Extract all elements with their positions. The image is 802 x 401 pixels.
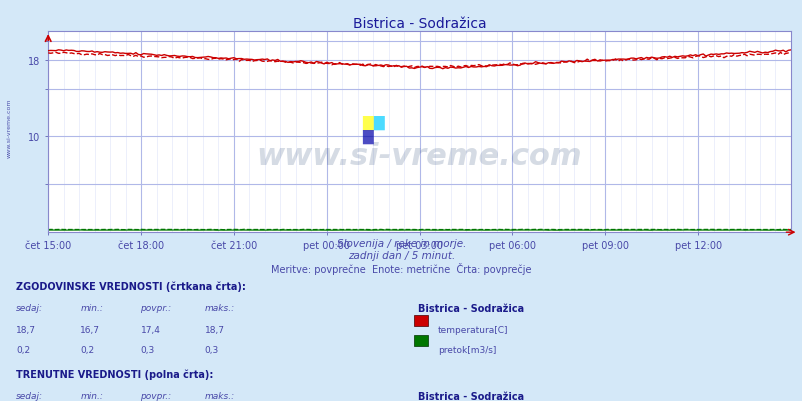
Text: 16,7: 16,7 bbox=[80, 325, 100, 334]
Text: zadnji dan / 5 minut.: zadnji dan / 5 minut. bbox=[347, 251, 455, 261]
Text: █: █ bbox=[362, 115, 372, 130]
Text: povpr.:: povpr.: bbox=[140, 303, 172, 312]
Text: maks.:: maks.: bbox=[205, 303, 235, 312]
Text: Bistrica - Sodražica: Bistrica - Sodražica bbox=[417, 303, 523, 313]
Text: 18,7: 18,7 bbox=[16, 325, 36, 334]
Text: Slovenija / reke in morje.: Slovenija / reke in morje. bbox=[336, 239, 466, 249]
Text: 0,2: 0,2 bbox=[16, 345, 30, 354]
Text: 0,2: 0,2 bbox=[80, 345, 95, 354]
Text: www.si-vreme.com: www.si-vreme.com bbox=[7, 99, 12, 158]
Text: min.:: min.: bbox=[80, 303, 103, 312]
Text: www.si-vreme.com: www.si-vreme.com bbox=[257, 142, 581, 171]
Text: temperatura[C]: temperatura[C] bbox=[437, 325, 508, 334]
Text: 17,4: 17,4 bbox=[140, 325, 160, 334]
Text: Meritve: povprečne  Enote: metrične  Črta: povprečje: Meritve: povprečne Enote: metrične Črta:… bbox=[271, 263, 531, 275]
Text: povpr.:: povpr.: bbox=[140, 391, 172, 400]
Text: sedaj:: sedaj: bbox=[16, 303, 43, 312]
Text: ZGODOVINSKE VREDNOSTI (črtkana črta):: ZGODOVINSKE VREDNOSTI (črtkana črta): bbox=[16, 281, 245, 291]
Text: 0,3: 0,3 bbox=[140, 345, 155, 354]
Text: TRENUTNE VREDNOSTI (polna črta):: TRENUTNE VREDNOSTI (polna črta): bbox=[16, 369, 213, 379]
Text: min.:: min.: bbox=[80, 391, 103, 400]
Text: █: █ bbox=[373, 115, 383, 130]
Text: Bistrica - Sodražica: Bistrica - Sodražica bbox=[417, 391, 523, 401]
Text: maks.:: maks.: bbox=[205, 391, 235, 400]
Text: 18,7: 18,7 bbox=[205, 325, 225, 334]
Text: 0,3: 0,3 bbox=[205, 345, 219, 354]
Text: pretok[m3/s]: pretok[m3/s] bbox=[437, 345, 496, 354]
Title: Bistrica - Sodražica: Bistrica - Sodražica bbox=[352, 17, 486, 31]
Text: █: █ bbox=[362, 129, 372, 144]
Text: sedaj:: sedaj: bbox=[16, 391, 43, 400]
